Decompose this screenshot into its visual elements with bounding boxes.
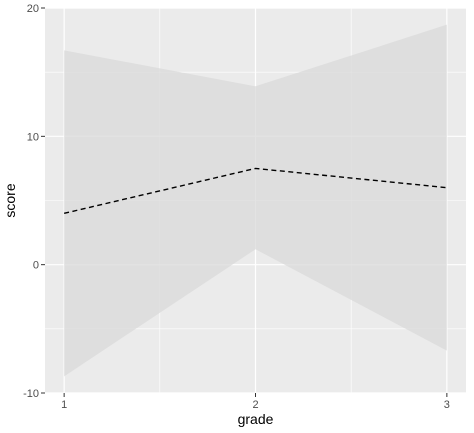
series-line xyxy=(63,167,447,215)
x-tick-label: 1 xyxy=(61,399,67,411)
y-tick-label: -10 xyxy=(23,388,39,400)
x-axis: 1 2 3 xyxy=(61,393,450,411)
y-axis: -10 0 10 20 xyxy=(23,3,45,400)
x-axis-title: grade xyxy=(238,411,274,427)
x-tick-label: 3 xyxy=(444,399,450,411)
y-tick-label: 10 xyxy=(27,131,39,143)
y-tick-label: 0 xyxy=(33,260,39,272)
confidence-band xyxy=(64,24,447,377)
y-tick-label: 20 xyxy=(27,3,39,15)
x-tick-label: 2 xyxy=(252,399,258,411)
y-axis-title: score xyxy=(2,183,18,217)
